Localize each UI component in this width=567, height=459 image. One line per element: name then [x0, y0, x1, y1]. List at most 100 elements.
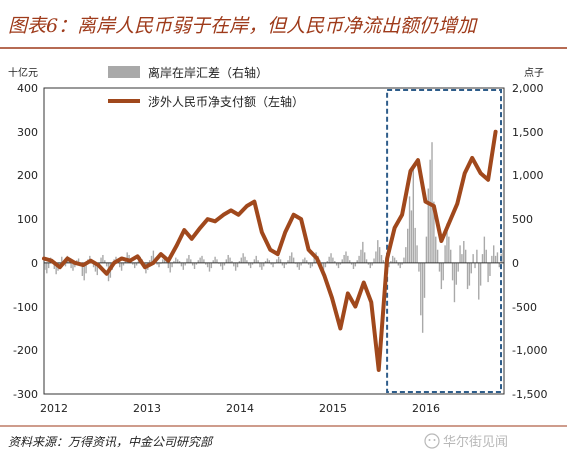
spread-bar	[104, 260, 106, 263]
payment-point	[486, 178, 490, 182]
spread-bar	[429, 159, 431, 263]
payment-point	[229, 208, 233, 212]
spread-bar	[341, 259, 343, 263]
x-axis: 2012 2013 2014 2015 2016	[40, 402, 440, 415]
spread-bar	[392, 255, 394, 263]
spread-bar	[365, 259, 368, 263]
payment-point	[362, 280, 366, 285]
spread-bar	[188, 254, 190, 263]
spread-bar	[382, 260, 385, 263]
spread-bar	[231, 261, 233, 263]
spread-bar	[70, 262, 72, 269]
payment-line	[42, 129, 498, 372]
spread-bar	[92, 262, 95, 268]
spread-bar	[395, 260, 398, 263]
spread-bar	[339, 262, 342, 265]
spread-bar	[496, 252, 499, 263]
left-axis: 400 300 200 100 0 -100 -200 -300	[13, 82, 38, 401]
spread-bar	[195, 262, 198, 265]
spread-bar	[414, 227, 416, 263]
spread-bar	[461, 254, 463, 263]
spread-bar	[397, 262, 400, 266]
spread-bar	[356, 260, 358, 263]
spread-bar	[431, 142, 433, 263]
right-tick-label: -1,500	[512, 388, 547, 401]
spread-bar	[337, 262, 340, 269]
payment-point	[245, 204, 249, 208]
payment-point	[206, 217, 210, 221]
left-tick-label: 300	[17, 126, 38, 139]
payment-point	[292, 213, 296, 217]
spread-bar	[311, 262, 314, 267]
payment-point	[400, 213, 404, 217]
left-tick-label: -300	[13, 388, 38, 401]
spread-bar	[229, 257, 231, 263]
payment-point	[221, 213, 226, 217]
spread-bar	[46, 262, 48, 274]
spread-bar	[227, 254, 229, 263]
payment-point	[338, 326, 342, 331]
spread-bar	[418, 262, 420, 272]
x-tick-label: 2016	[412, 402, 440, 415]
payment-point	[479, 171, 483, 175]
spread-bar	[283, 262, 285, 269]
spread-bar	[264, 261, 267, 263]
spread-bar	[483, 236, 486, 263]
payment-point	[416, 158, 420, 162]
spread-bar	[347, 255, 349, 263]
payment-point	[105, 272, 109, 276]
spread-bar	[362, 241, 364, 263]
watermark: 华尔街见闻	[424, 433, 508, 450]
spread-bar	[412, 166, 415, 263]
payment-point	[128, 259, 132, 263]
spread-bar	[420, 262, 422, 316]
payment-point	[81, 263, 85, 267]
spread-bar	[330, 253, 332, 263]
spread-bar	[171, 262, 173, 268]
spread-bar	[296, 262, 299, 268]
spread-bar	[373, 258, 375, 263]
payment-point	[299, 217, 303, 221]
source-note: 资料来源：万得资讯，中金公司研究部	[8, 435, 214, 449]
spread-bar	[197, 260, 199, 263]
spread-bar	[287, 260, 289, 263]
spread-bar	[72, 262, 74, 271]
spread-bars	[44, 142, 504, 333]
spread-bar	[255, 255, 257, 263]
chart-title: 图表6：离岸人民币弱于在岸，但人民币净流出额仍增加	[8, 15, 478, 37]
spread-bar	[304, 257, 306, 263]
spread-bar	[470, 262, 472, 274]
spread-bar	[442, 262, 444, 281]
spread-bar	[349, 260, 351, 263]
spread-bar	[292, 257, 295, 263]
spread-bar	[358, 255, 360, 263]
payment-point	[58, 265, 62, 269]
spread-bar	[307, 262, 310, 265]
payment-point	[306, 248, 311, 252]
spread-bar	[126, 252, 128, 263]
right-tick-label: 0	[512, 257, 519, 270]
spread-bar	[313, 257, 315, 263]
left-tick-label: -200	[13, 344, 38, 357]
spread-bar	[463, 241, 465, 263]
spread-bar	[263, 262, 265, 267]
spread-bar	[466, 262, 469, 290]
spread-bar	[238, 261, 241, 263]
right-tick-label: 1,500	[512, 126, 544, 139]
spread-bar	[212, 260, 214, 263]
payment-point	[252, 200, 256, 204]
spread-bar	[468, 262, 471, 286]
spread-bar	[433, 201, 435, 263]
payment-point	[65, 256, 69, 261]
spread-bar	[436, 249, 439, 263]
spread-bar	[476, 249, 478, 263]
payment-point	[369, 300, 373, 304]
x-tick-label: 2013	[133, 402, 161, 415]
spread-bar	[100, 257, 102, 263]
payment-point	[470, 156, 474, 160]
spread-bar	[184, 262, 186, 266]
spread-bar	[481, 254, 484, 263]
spread-bar	[416, 245, 418, 263]
spread-bar	[425, 236, 428, 263]
